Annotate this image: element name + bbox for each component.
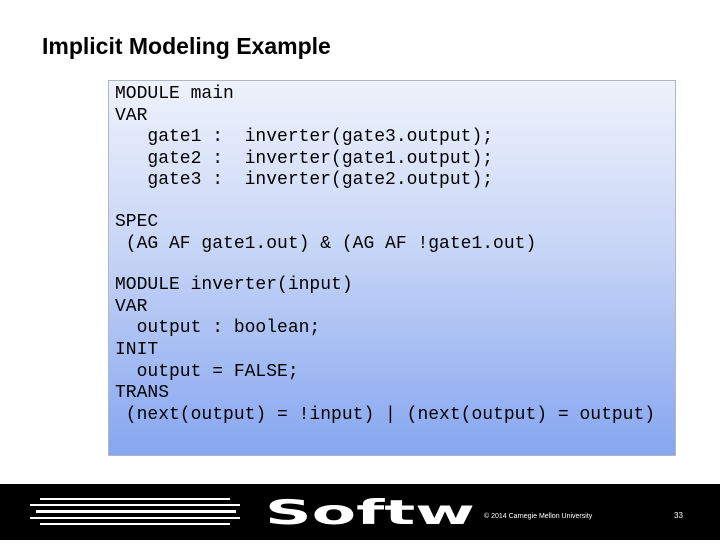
slide-title: Implicit Modeling Example (42, 33, 331, 59)
copyright: © 2014 Carnegie Mellon University (484, 512, 593, 520)
page-number: 33 (674, 511, 683, 520)
code-line: VAR (115, 296, 148, 317)
code-line: MODULE main (115, 84, 234, 104)
code-block: SPEC (AG AF gate1.out) & (AG AF !gate1.o… (115, 212, 675, 255)
footer-graphics: Softw © 2014 Carnegie Mellon University … (30, 493, 683, 533)
code-line: output : boolean; (115, 318, 321, 339)
code-block: MODULE main VAR gate1 : inverter(gate3.ou… (115, 84, 675, 192)
code-line: gate1 : inverter(gate3.output); (115, 127, 494, 148)
logo-stripes (30, 498, 240, 525)
code-box: MODULE main VAR gate1 : inverter(gate3.ou… (108, 80, 676, 456)
code-line: (AG AF gate1.out) & (AG AF !gate1.out) (115, 233, 537, 254)
code-line: VAR (115, 105, 148, 126)
code-line: output = FALSE; (115, 361, 299, 382)
code-line: SPEC (115, 211, 159, 232)
footer: Softw © 2014 Carnegie Mellon University … (0, 484, 720, 540)
logo-text: Softw (265, 493, 475, 533)
code-line: (next(output) = !input) | (next(output) … (115, 404, 656, 425)
code-line: INIT (115, 339, 159, 360)
code-line: TRANS (115, 383, 170, 404)
code-block: MODULE inverter(input) VAR output : boole… (115, 275, 675, 426)
code-line: gate3 : inverter(gate2.output); (115, 170, 494, 191)
code-line: MODULE inverter(input) (115, 275, 353, 296)
code-line: gate2 : inverter(gate1.output); (115, 148, 494, 169)
